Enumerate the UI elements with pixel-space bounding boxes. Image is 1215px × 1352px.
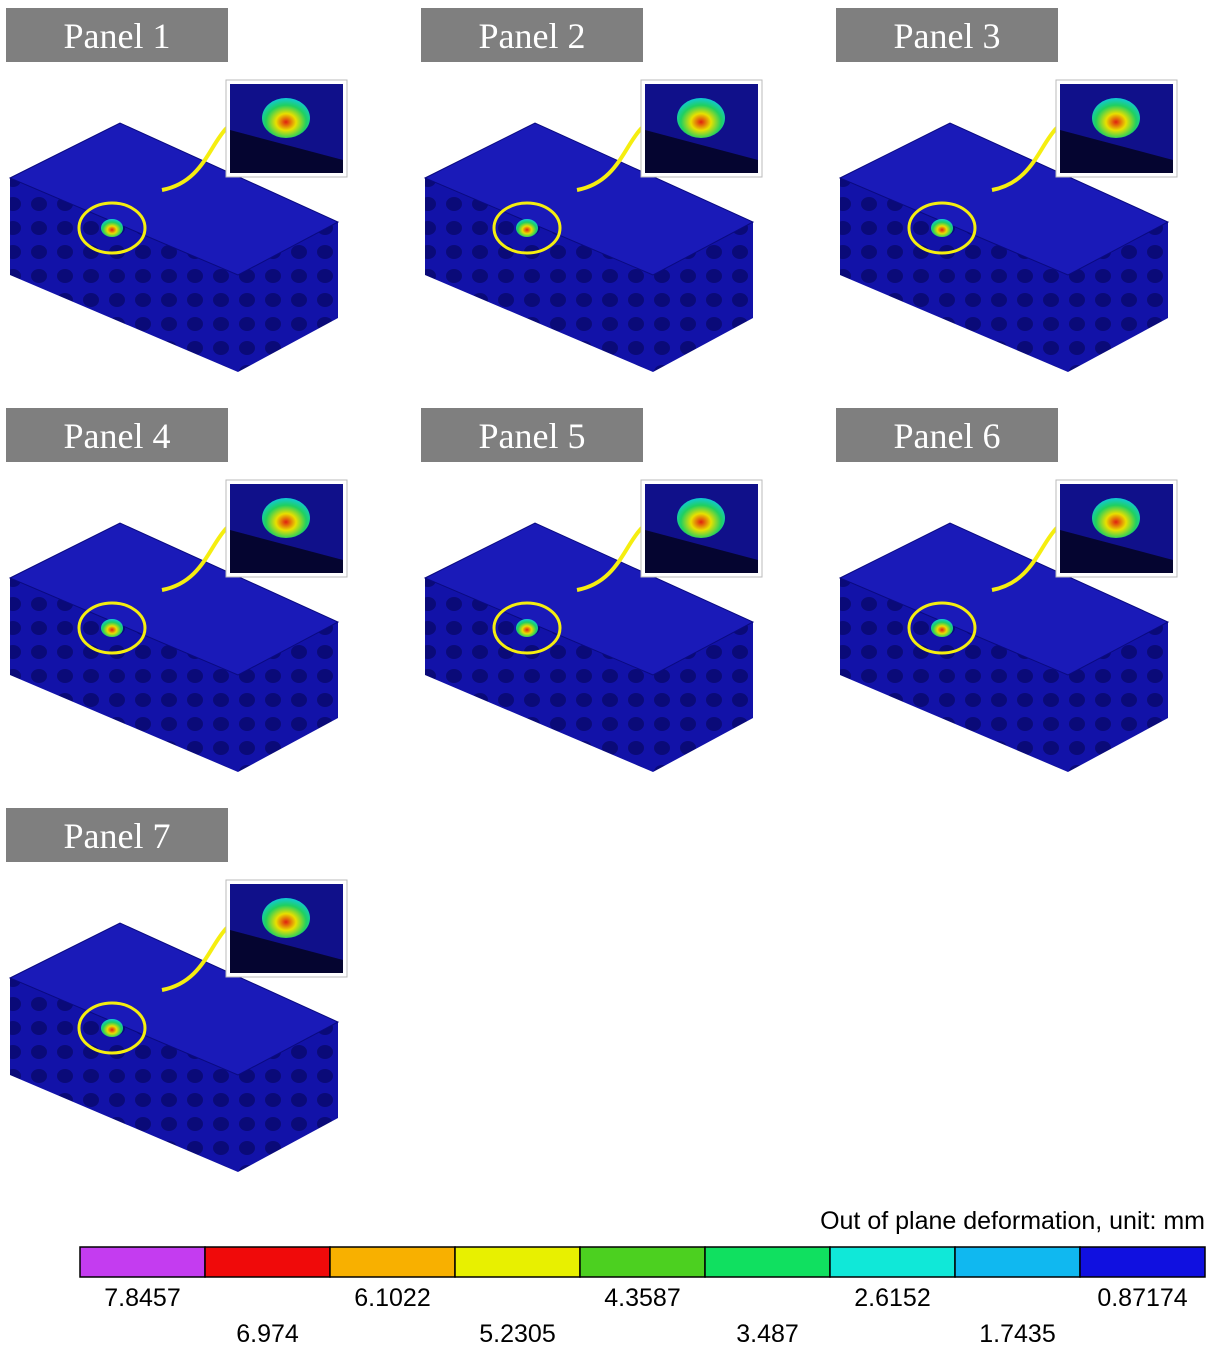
- block-top-face: [838, 122, 1170, 276]
- panel: Panel 5: [421, 408, 763, 772]
- block-left-face: [10, 978, 238, 1172]
- highlight-circle: [907, 201, 977, 255]
- block-left-face: [425, 578, 653, 772]
- inset-shadow: [230, 930, 343, 973]
- legend-label: 5.2305: [479, 1320, 555, 1348]
- legend-swatch: [954, 1246, 1081, 1278]
- legend-swatch: [829, 1246, 956, 1278]
- inset-defect: [262, 98, 310, 138]
- legend-label: 0.87174: [1097, 1284, 1187, 1312]
- defect: [101, 619, 123, 637]
- legend-swatch: [1079, 1246, 1206, 1278]
- legend-swatch: [204, 1246, 331, 1278]
- legend-swatch: [79, 1246, 206, 1278]
- highlight-circle: [492, 601, 562, 655]
- legend-label: 6.1022: [354, 1284, 430, 1312]
- highlight-circle: [77, 201, 147, 255]
- panel: Panel 3: [836, 8, 1178, 372]
- block-top-face: [8, 922, 340, 1076]
- block-right-face: [653, 222, 753, 372]
- highlight-circle: [77, 601, 147, 655]
- legend-title: Out of plane deformation, unit: mm: [820, 1207, 1205, 1235]
- legend-label: 7.8457: [104, 1284, 180, 1312]
- defect: [516, 219, 538, 237]
- panel: Panel 4: [6, 408, 348, 772]
- block-right-face: [653, 622, 753, 772]
- panel-label-box: [421, 408, 643, 462]
- defect: [516, 619, 538, 637]
- legend-label: 4.3587: [604, 1284, 680, 1312]
- legend-swatch: [579, 1246, 706, 1278]
- block-top-face: [8, 122, 340, 276]
- highlight-circle: [907, 601, 977, 655]
- inset-shadow: [645, 130, 758, 173]
- block-top-face: [423, 522, 755, 676]
- legend-label: 3.487: [736, 1320, 799, 1348]
- inset-defect: [677, 498, 725, 538]
- inset-shadow: [645, 530, 758, 573]
- highlight-circle: [492, 201, 562, 255]
- block-left-face: [840, 178, 1068, 372]
- inset-shadow: [230, 530, 343, 573]
- block-top-face: [8, 522, 340, 676]
- legend-label: 2.6152: [854, 1284, 930, 1312]
- panel: Panel 6: [836, 408, 1178, 772]
- panel-label: Panel 4: [64, 416, 171, 456]
- block-right-face: [238, 222, 338, 372]
- block-right-face: [238, 1022, 338, 1172]
- block-left-face: [10, 178, 238, 372]
- legend-swatch: [454, 1246, 581, 1278]
- legend-label: 1.7435: [979, 1320, 1055, 1348]
- legend-label: 6.974: [236, 1320, 299, 1348]
- defect: [101, 219, 123, 237]
- inset-shadow: [230, 130, 343, 173]
- inset-defect: [262, 898, 310, 938]
- panel-label: Panel 3: [894, 16, 1001, 56]
- highlight-circle: [77, 1001, 147, 1055]
- panel: Panel 7: [6, 808, 348, 1172]
- block-top-face: [423, 122, 755, 276]
- inset-defect: [1092, 98, 1140, 138]
- inset-defect: [1092, 498, 1140, 538]
- legend-swatch: [704, 1246, 831, 1278]
- panel-label-box: [836, 8, 1058, 62]
- panel-label-box: [421, 8, 643, 62]
- block-left-face: [840, 578, 1068, 772]
- panel-label: Panel 6: [894, 416, 1001, 456]
- panel: Panel 1: [6, 8, 348, 372]
- panel-label-box: [6, 408, 228, 462]
- inset-shadow: [1060, 130, 1173, 173]
- defect: [101, 1019, 123, 1037]
- panel: Panel 2: [421, 8, 763, 372]
- block-left-face: [425, 178, 653, 372]
- inset-shadow: [1060, 530, 1173, 573]
- panel-label: Panel 1: [64, 16, 171, 56]
- block-right-face: [238, 622, 338, 772]
- inset-defect: [262, 498, 310, 538]
- legend-swatch: [329, 1246, 456, 1278]
- panel-label: Panel 5: [479, 416, 586, 456]
- panel-label-box: [836, 408, 1058, 462]
- panel-label-box: [6, 808, 228, 862]
- block-left-face: [10, 578, 238, 772]
- inset-defect: [677, 98, 725, 138]
- panel-label-box: [6, 8, 228, 62]
- defect: [931, 219, 953, 237]
- defect: [931, 619, 953, 637]
- panel-label: Panel 7: [64, 816, 171, 856]
- block-right-face: [1068, 222, 1168, 372]
- block-right-face: [1068, 622, 1168, 772]
- block-top-face: [838, 522, 1170, 676]
- panel-label: Panel 2: [479, 16, 586, 56]
